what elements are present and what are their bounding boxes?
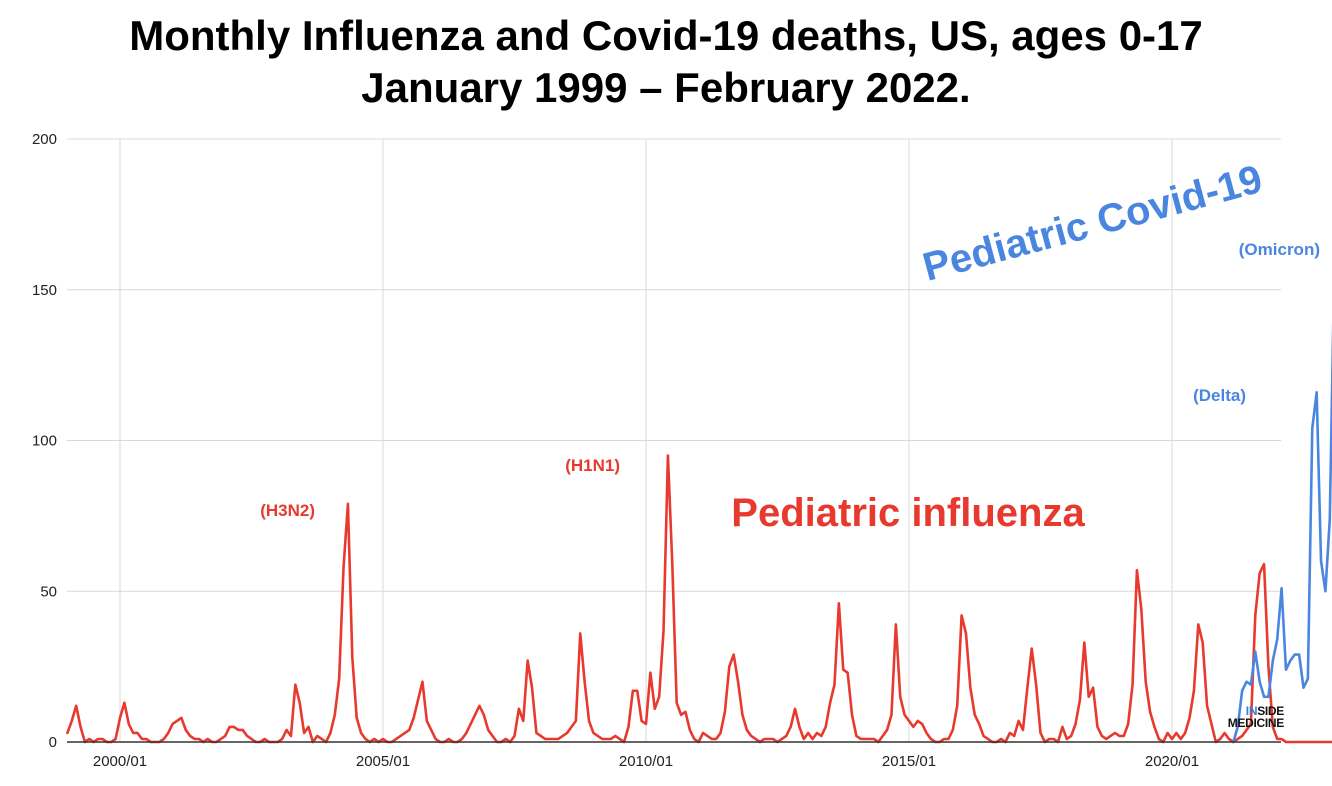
- y-tick-label: 50: [40, 583, 57, 600]
- y-tick-label: 100: [32, 433, 57, 450]
- y-axis-ticks: 0 50 100 150 200: [32, 131, 57, 751]
- inside-medicine-logo: INSIDE MEDICINE: [1227, 704, 1285, 730]
- x-tick-label: 2000/01: [93, 753, 147, 770]
- x-tick-label: 2015/01: [882, 753, 936, 770]
- annotation-delta: (Delta): [1193, 386, 1246, 405]
- annotation-omicron: (Omicron): [1239, 240, 1320, 259]
- y-tick-label: 150: [32, 282, 57, 299]
- y-tick-label: 200: [32, 131, 57, 148]
- annotation-h3n2: (H3N2): [260, 501, 315, 520]
- chart-title-line-2: January 1999 – February 2022.: [361, 64, 971, 111]
- annotation-h1n1: (H1N1): [565, 456, 620, 475]
- y-tick-label: 0: [49, 734, 57, 751]
- annotation-pediatric-covid: Pediatric Covid-19: [918, 157, 1267, 290]
- x-tick-label: 2010/01: [619, 753, 673, 770]
- x-tick-label: 2005/01: [356, 753, 410, 770]
- gridlines: [67, 138, 1281, 742]
- chart-title-line-1: Monthly Influenza and Covid-19 deaths, U…: [129, 12, 1203, 59]
- x-axis-ticks: 2000/01 2005/01 2010/01 2015/01 2020/01: [93, 753, 1199, 770]
- series-influenza-line: [66, 454, 1332, 744]
- series-covid-line: [1232, 321, 1332, 744]
- x-tick-label: 2020/01: [1145, 753, 1199, 770]
- annotation-pediatric-influenza: Pediatric influenza: [731, 491, 1085, 535]
- series-lines: [66, 321, 1332, 744]
- chart-title: Monthly Influenza and Covid-19 deaths, U…: [0, 10, 1332, 114]
